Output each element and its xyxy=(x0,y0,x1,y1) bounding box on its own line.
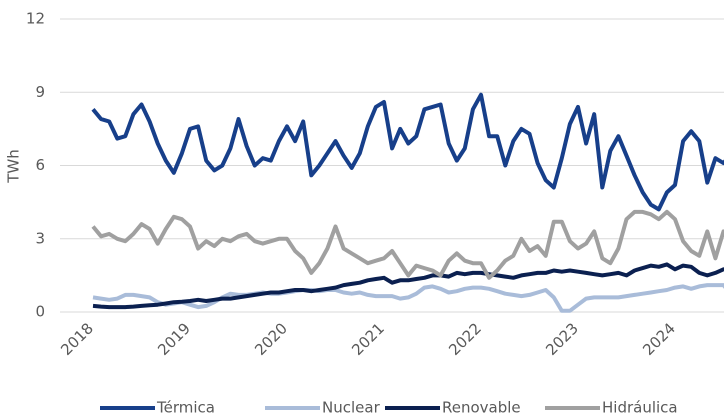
legend-label: Hidráulica xyxy=(602,399,678,417)
legend-label: Térmica xyxy=(156,399,215,417)
x-tick-label: 2018 xyxy=(57,319,97,359)
y-tick-label: 6 xyxy=(35,156,45,174)
x-tick-label: 2023 xyxy=(542,319,582,359)
series-line xyxy=(91,209,724,280)
x-tick-label: 2020 xyxy=(251,319,291,359)
y-tick-label: 3 xyxy=(35,229,45,247)
x-tick-label: 2024 xyxy=(639,319,679,359)
legend-label: Nuclear xyxy=(322,399,381,417)
y-tick-label: 0 xyxy=(35,303,45,321)
series-line xyxy=(92,283,724,313)
x-tick-label: 2019 xyxy=(154,319,194,359)
y-tick-label: 12 xyxy=(26,10,45,28)
x-tick-label: 2021 xyxy=(348,319,388,359)
x-tick-label: 2022 xyxy=(445,319,485,359)
legend-label: Renovable xyxy=(442,399,521,417)
y-tick-label: 9 xyxy=(35,83,45,101)
series-line xyxy=(92,262,724,310)
series-line xyxy=(91,92,724,212)
y-axis-label: TWh xyxy=(5,149,23,184)
